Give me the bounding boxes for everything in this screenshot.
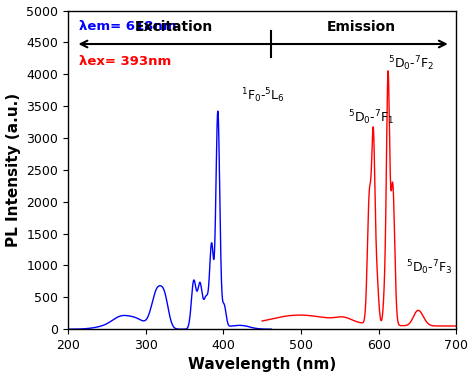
Text: λex= 393nm: λex= 393nm xyxy=(80,55,172,68)
Text: Excitation: Excitation xyxy=(135,20,213,34)
Text: $^5$D$_0$-$^7$F$_2$: $^5$D$_0$-$^7$F$_2$ xyxy=(388,54,435,73)
Text: $^1$F$_0$-$^5$L$_6$: $^1$F$_0$-$^5$L$_6$ xyxy=(241,86,285,105)
Text: $^5$D$_0$-$^7$F$_1$: $^5$D$_0$-$^7$F$_1$ xyxy=(347,108,394,127)
Text: $^5$D$_0$-$^7$F$_3$: $^5$D$_0$-$^7$F$_3$ xyxy=(406,258,452,277)
Text: λem= 618nm: λem= 618nm xyxy=(80,20,177,33)
Y-axis label: PL Intensity (a.u.): PL Intensity (a.u.) xyxy=(6,93,20,247)
X-axis label: Wavelength (nm): Wavelength (nm) xyxy=(188,358,336,372)
Text: Emission: Emission xyxy=(327,20,396,34)
